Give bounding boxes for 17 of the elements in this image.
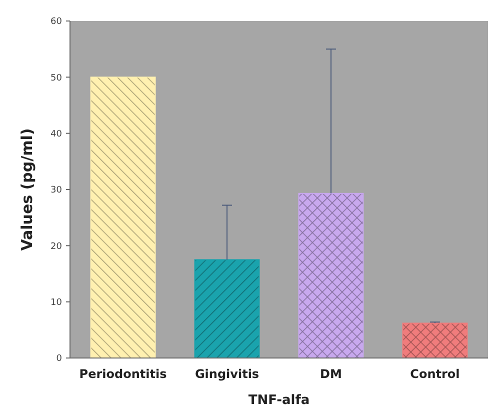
y-tick-label: 40 bbox=[50, 129, 62, 140]
bar bbox=[402, 322, 468, 358]
x-tick-label: DM bbox=[320, 367, 342, 381]
x-tick-label: Periodontitis bbox=[79, 367, 167, 381]
y-tick-label: 0 bbox=[56, 354, 62, 364]
y-tick-label: 10 bbox=[50, 298, 62, 308]
y-tick-label: 20 bbox=[50, 242, 62, 252]
y-tick-label: 50 bbox=[50, 73, 62, 84]
bar bbox=[298, 192, 364, 358]
x-tick-label: Gingivitis bbox=[194, 367, 260, 381]
y-tick-label: 60 bbox=[50, 17, 62, 28]
bar bbox=[194, 259, 260, 358]
y-axis-title: Values (pg/ml) bbox=[18, 128, 36, 251]
x-tick-label: Control bbox=[410, 367, 460, 381]
bar bbox=[90, 76, 156, 358]
x-axis-title: TNF-alfa bbox=[248, 393, 310, 408]
y-tick-label: 30 bbox=[50, 186, 62, 196]
